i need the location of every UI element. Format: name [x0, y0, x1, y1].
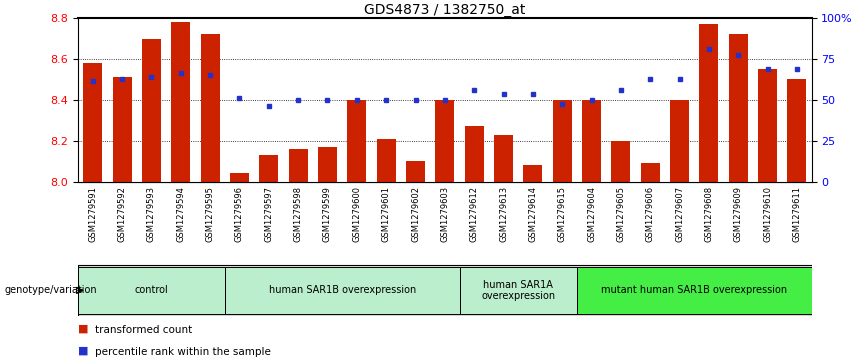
- Bar: [225, 267, 459, 314]
- Text: human SAR1B overexpression: human SAR1B overexpression: [268, 285, 416, 295]
- Text: GSM1279612: GSM1279612: [470, 186, 478, 242]
- Text: transformed count: transformed count: [95, 325, 193, 335]
- Bar: [641, 163, 660, 182]
- Bar: [577, 267, 812, 314]
- Bar: [582, 100, 601, 182]
- Text: GSM1279603: GSM1279603: [440, 186, 450, 242]
- Text: control: control: [135, 285, 168, 295]
- Text: GSM1279611: GSM1279611: [792, 186, 801, 242]
- Bar: [494, 135, 513, 182]
- Text: GSM1279591: GSM1279591: [89, 186, 97, 241]
- Text: genotype/variation: genotype/variation: [4, 285, 97, 295]
- Bar: [347, 100, 366, 182]
- Text: GSM1279598: GSM1279598: [293, 186, 303, 242]
- Bar: [670, 100, 689, 182]
- Text: GSM1279607: GSM1279607: [675, 186, 684, 242]
- Text: GSM1279597: GSM1279597: [265, 186, 273, 242]
- Bar: [464, 126, 483, 182]
- Text: GSM1279594: GSM1279594: [176, 186, 185, 241]
- Text: GSM1279604: GSM1279604: [587, 186, 596, 242]
- Bar: [113, 77, 132, 182]
- Title: GDS4873 / 1382750_at: GDS4873 / 1382750_at: [365, 3, 525, 17]
- Bar: [289, 149, 307, 182]
- Bar: [318, 147, 337, 182]
- Text: GSM1279605: GSM1279605: [616, 186, 625, 242]
- Text: GSM1279593: GSM1279593: [147, 186, 156, 242]
- Bar: [142, 38, 161, 182]
- Bar: [700, 24, 719, 182]
- Text: GSM1279615: GSM1279615: [558, 186, 567, 242]
- Text: GSM1279613: GSM1279613: [499, 186, 508, 242]
- Text: GSM1279608: GSM1279608: [705, 186, 713, 242]
- Bar: [230, 174, 249, 182]
- Bar: [459, 267, 577, 314]
- Text: GSM1279610: GSM1279610: [763, 186, 772, 242]
- Text: GSM1279592: GSM1279592: [118, 186, 127, 241]
- Bar: [260, 155, 279, 182]
- Bar: [83, 63, 102, 182]
- Text: GSM1279606: GSM1279606: [646, 186, 654, 242]
- Bar: [553, 100, 572, 182]
- Text: GSM1279595: GSM1279595: [206, 186, 214, 241]
- Bar: [171, 22, 190, 182]
- Bar: [523, 165, 542, 182]
- Text: percentile rank within the sample: percentile rank within the sample: [95, 347, 272, 357]
- Text: GSM1279609: GSM1279609: [733, 186, 743, 242]
- Text: GSM1279601: GSM1279601: [382, 186, 391, 242]
- Text: GSM1279602: GSM1279602: [411, 186, 420, 242]
- Text: GSM1279596: GSM1279596: [235, 186, 244, 242]
- Text: GSM1279614: GSM1279614: [529, 186, 537, 242]
- Bar: [787, 79, 806, 182]
- Text: ■: ■: [78, 345, 89, 355]
- Text: human SAR1A
overexpression: human SAR1A overexpression: [481, 280, 556, 301]
- Text: GSM1279600: GSM1279600: [352, 186, 361, 242]
- Bar: [406, 161, 425, 182]
- Bar: [201, 34, 220, 182]
- Bar: [78, 267, 225, 314]
- Text: mutant human SAR1B overexpression: mutant human SAR1B overexpression: [602, 285, 787, 295]
- Text: ■: ■: [78, 323, 89, 334]
- Bar: [758, 69, 777, 182]
- Bar: [729, 34, 747, 182]
- Text: GSM1279599: GSM1279599: [323, 186, 332, 241]
- Bar: [436, 100, 454, 182]
- Bar: [377, 139, 396, 182]
- Bar: [611, 141, 630, 182]
